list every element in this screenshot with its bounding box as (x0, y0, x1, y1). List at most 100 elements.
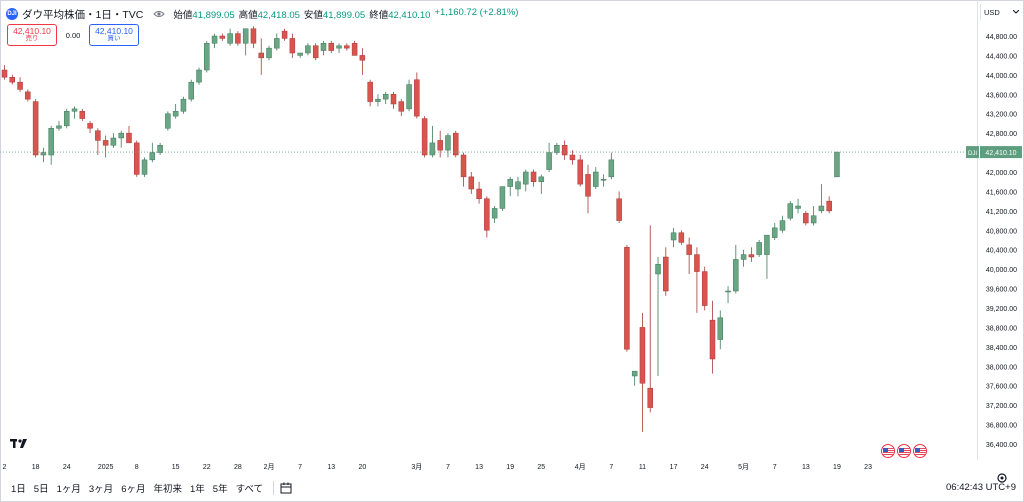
chart-header: DJI ダウ平均株価・1日・TVC 始値41,899.05 高値42,418.0… (6, 6, 518, 22)
us-flag-icon[interactable] (897, 444, 911, 458)
candle-body (398, 101, 405, 112)
candle-body (554, 145, 560, 153)
toolbar-divider (273, 481, 275, 495)
range-1d[interactable]: 1日 (11, 484, 26, 495)
y-tick-label: 44,800.00 (986, 34, 1017, 41)
candle-body (460, 154, 467, 178)
candle-body (149, 152, 156, 161)
calendar-icon[interactable] (280, 482, 292, 494)
currency-selector[interactable]: USD (980, 4, 1022, 20)
candle-body (242, 28, 249, 44)
range-5y[interactable]: 5年 (212, 484, 228, 495)
y-tick-label: 38,800.00 (986, 325, 1017, 332)
candle-body (803, 213, 809, 224)
candle-body (328, 43, 335, 51)
candle-body (764, 234, 770, 255)
last-price-layer: DJI 42,410.10 (0, 146, 1022, 159)
candle-body (351, 43, 358, 56)
candle-body (429, 142, 436, 156)
x-tick-label: 4月 (575, 463, 586, 471)
candle-body (344, 45, 350, 49)
price-axis[interactable] (977, 0, 1023, 460)
candle-body (538, 176, 545, 182)
ohlc-low: 安値41,899.05 (303, 10, 366, 21)
candle-body (499, 186, 506, 209)
x-tick-label: 24 (63, 464, 71, 471)
candle-body (71, 108, 78, 112)
candle-body (616, 198, 622, 221)
candle-body (701, 271, 708, 306)
clock[interactable]: 06:42:43 UTC+9 (946, 482, 1016, 493)
candle-body (406, 84, 412, 110)
candle-body (608, 159, 615, 178)
candle-body (110, 137, 117, 146)
candlestick-chart[interactable]: 44,800.00 44,400.00 44,000.00 43,600.00 43,2… (0, 0, 1024, 476)
y-tick-label: 40,400.00 (986, 248, 1017, 255)
candle-body (663, 256, 669, 292)
candle-body (258, 52, 264, 59)
eye-icon[interactable] (153, 10, 166, 18)
sell-button[interactable]: 42,410.10 売り (7, 24, 57, 46)
range-5d[interactable]: 5日 (33, 484, 49, 495)
candle-body (17, 81, 23, 90)
x-tick-label: 3月 (411, 463, 422, 471)
candle-body (95, 130, 101, 141)
chevron-down-icon (1013, 10, 1019, 14)
symbol-title[interactable]: ダウ平均株価・1日・TVC (22, 8, 144, 21)
candle-body (515, 181, 521, 190)
x-tick-label: 2025 (98, 464, 114, 471)
y-tick-label: 38,400.00 (986, 345, 1017, 352)
y-tick-label: 41,600.00 (986, 189, 1017, 196)
x-tick-label: 13 (802, 464, 810, 471)
symbol-badge[interactable]: DJI (6, 8, 18, 20)
candle-body (188, 81, 194, 100)
candle-body (647, 387, 653, 408)
range-1m[interactable]: 1ヶ月 (56, 484, 81, 495)
candle-body (375, 98, 381, 102)
candle-body (40, 152, 47, 156)
range-1y[interactable]: 1年 (190, 484, 205, 495)
y-tick-label: 42,800.00 (986, 131, 1017, 138)
currency-label: USD (984, 7, 1000, 17)
candle-body (600, 179, 607, 181)
candle-body (165, 113, 171, 129)
range-3m[interactable]: 3ヶ月 (88, 484, 114, 495)
bottom-toolbar: 1日 5日 1ヶ月 3ヶ月 6ヶ月 年初来 1年 5年 すべて 06:42:43… (0, 476, 1024, 500)
range-ytd[interactable]: 年初来 (153, 484, 182, 495)
x-tick-label: 7 (609, 464, 613, 471)
candle-body (118, 132, 124, 139)
candle-body (523, 171, 529, 185)
sell-label: 売り (25, 35, 39, 43)
candle-body (507, 179, 513, 187)
candle-body (196, 69, 202, 83)
candle-body (437, 140, 443, 151)
y-tick-label: 36,400.00 (986, 442, 1017, 449)
gear-icon[interactable] (996, 472, 1008, 484)
ohlc-high: 高値42,418.05 (238, 10, 300, 21)
x-tick-label: 23 (864, 464, 872, 471)
candle-body (1, 69, 8, 78)
candle-body (810, 215, 817, 224)
candle-body (367, 81, 373, 102)
x-tick-label: 13 (475, 464, 483, 471)
buy-button[interactable]: 42,410.10 買い (89, 24, 139, 46)
range-6m[interactable]: 6ヶ月 (121, 484, 146, 495)
candle-body (157, 145, 163, 153)
ohlc-values: 始値41,899.05 高値42,418.05 安値41,899.05 終値42… (173, 7, 518, 21)
candle-body (678, 232, 685, 243)
candle-body (274, 38, 280, 49)
spread-value: 0.00 (65, 30, 81, 40)
x-tick-label: 25 (537, 464, 545, 471)
us-flag-icon[interactable] (913, 444, 927, 458)
y-tick-label: 44,400.00 (986, 53, 1017, 60)
tradingview-logo-icon[interactable] (10, 437, 30, 449)
x-tick-label: 2月 (264, 463, 275, 471)
x-tick-label: 7 (773, 464, 777, 471)
us-flag-icon[interactable] (881, 444, 895, 458)
range-all[interactable]: すべて (235, 484, 264, 495)
candle-body (709, 319, 716, 360)
candles-layer (1, 26, 840, 432)
candle-body (211, 35, 218, 44)
ohlc-change: +1,160.72 (+2.81%) (434, 7, 519, 18)
x-tick-label: 22 (203, 464, 211, 471)
